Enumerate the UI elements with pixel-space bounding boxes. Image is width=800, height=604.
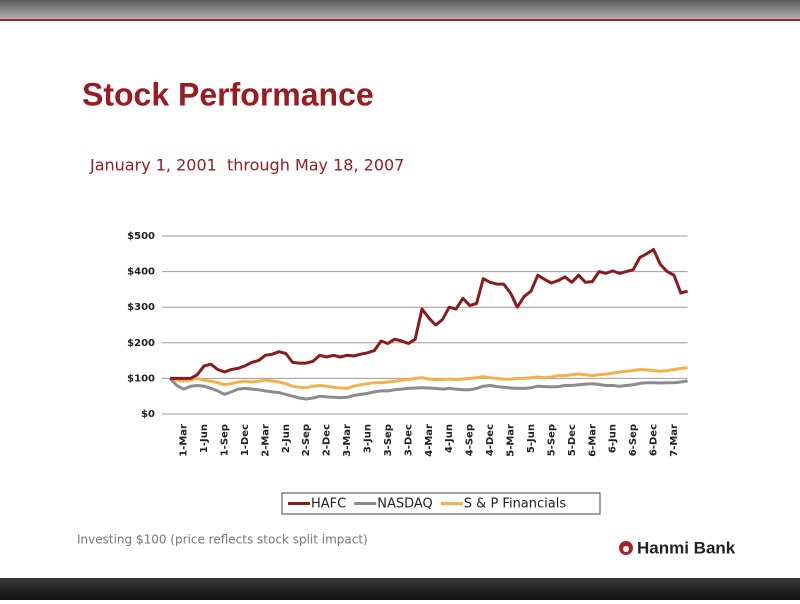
- chart: $0 $100 $200 $300 $400 $500 1-Mar 1-Jun 1-Sep 1-D…: [127, 231, 688, 515]
- series-line: [169, 366, 688, 390]
- y-tick-label: $200: [127, 338, 155, 349]
- legend: HAFC NASDAQ S & P Financials: [281, 492, 601, 515]
- x-tick-label: 6-Mar: [587, 424, 598, 457]
- x-tick-label: 1-Jun: [199, 424, 210, 453]
- x-tick-label: 2-Mar: [260, 424, 271, 457]
- x-tick-label: 4-Sep: [465, 424, 476, 456]
- top-rule: [0, 19, 800, 21]
- legend-label: NASDAQ: [377, 497, 433, 512]
- legend-label: S & P Financials: [464, 497, 567, 512]
- x-tick-label: 2-Dec: [322, 424, 333, 456]
- x-tick-label: 5-Dec: [567, 424, 578, 456]
- x-tick-label: 4-Dec: [485, 424, 496, 456]
- x-tick-label: 1-Sep: [219, 424, 230, 456]
- x-tick-label: 1-Mar: [179, 424, 190, 457]
- y-tick-label: $100: [127, 373, 155, 384]
- x-tick-label: 3-Sep: [383, 424, 394, 456]
- subtitle: January 1, 2001 through May 18, 2007: [89, 156, 404, 175]
- x-tick-label: 6-Dec: [649, 424, 660, 456]
- x-tick-label: 2-Jun: [281, 424, 292, 453]
- x-tick-label: 6-Jun: [608, 424, 619, 453]
- logo: Hanmi Bank: [619, 538, 736, 557]
- x-tick-label: 3-Jun: [363, 424, 374, 453]
- x-tick-label: 5-Sep: [546, 424, 557, 456]
- x-tick-label: 1-Dec: [240, 424, 251, 456]
- y-tick-label: $400: [127, 267, 155, 278]
- top-bar: [0, 0, 800, 19]
- x-tick-label: 7-Mar: [669, 424, 680, 457]
- x-tick-label: 3-Mar: [342, 424, 353, 457]
- logo-icon-inner: [623, 546, 629, 552]
- bottom-bar: [0, 578, 800, 600]
- series-line: [170, 248, 688, 380]
- y-tick-label: $0: [141, 409, 155, 420]
- footnote: Investing $100 (price reflects stock spl…: [77, 533, 368, 547]
- x-tick-label: 6-Sep: [628, 424, 639, 456]
- x-tick-label: 3-Dec: [403, 424, 414, 456]
- x-tick-label: 5-Jun: [526, 424, 537, 453]
- x-tick-label: 4-Jun: [444, 424, 455, 453]
- x-tick-label: 5-Mar: [506, 424, 517, 457]
- slide-title: Stock Performance: [82, 76, 374, 112]
- x-tick-label: 2-Sep: [301, 424, 312, 456]
- logo-text: Hanmi Bank: [637, 538, 736, 557]
- y-tick-label: $300: [127, 302, 155, 313]
- legend-label: HAFC: [311, 497, 346, 512]
- series-line: [168, 377, 688, 401]
- x-tick-label: 4-Mar: [424, 424, 435, 457]
- y-tick-label: $500: [127, 231, 155, 242]
